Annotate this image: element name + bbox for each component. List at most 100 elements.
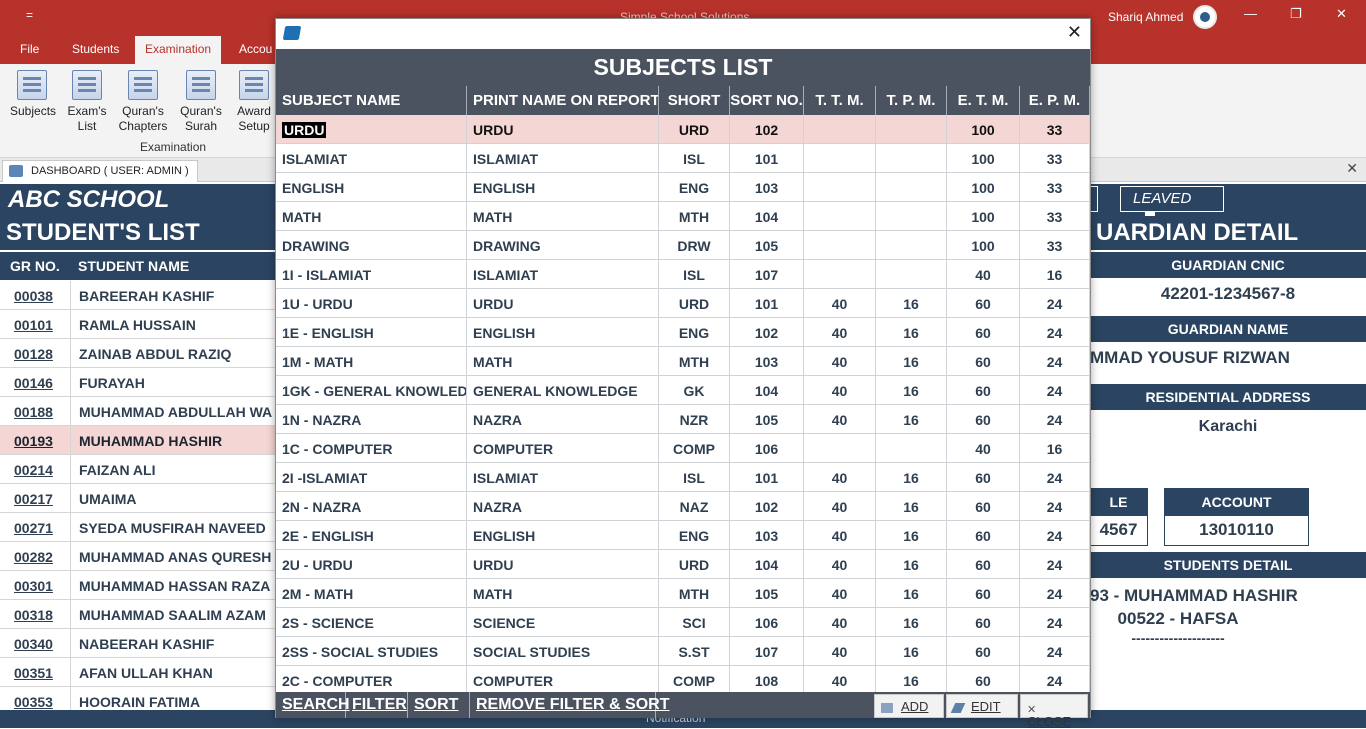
col-ttm[interactable]: T. T. M. bbox=[804, 86, 876, 115]
tpm-cell[interactable] bbox=[876, 202, 947, 231]
print-name-cell[interactable]: ENGLISH bbox=[467, 318, 659, 347]
sort-no-cell[interactable]: 108 bbox=[730, 666, 804, 692]
print-name-cell[interactable]: MATH bbox=[467, 347, 659, 376]
table-row[interactable]: 2N - NAZRA NAZRA NAZ 102 40 16 60 24 bbox=[276, 492, 1090, 521]
col-etm[interactable]: E. T. M. bbox=[947, 86, 1020, 115]
col-short[interactable]: SHORT bbox=[659, 86, 730, 115]
student-gr-no[interactable]: 00353 bbox=[14, 694, 53, 710]
col-epm[interactable]: E. P. M. bbox=[1020, 86, 1090, 115]
ttm-cell[interactable]: 40 bbox=[804, 550, 876, 579]
ttm-cell[interactable] bbox=[804, 144, 876, 173]
ttm-cell[interactable] bbox=[804, 173, 876, 202]
student-row[interactable]: 00038 BAREERAH KASHIF bbox=[0, 281, 280, 310]
etm-cell[interactable]: 60 bbox=[947, 579, 1020, 608]
epm-cell[interactable]: 16 bbox=[1020, 260, 1090, 289]
print-name-cell[interactable]: SCIENCE bbox=[467, 608, 659, 637]
award-setup-button[interactable]: Award Setup bbox=[232, 70, 276, 134]
subject-name-cell[interactable]: URDU bbox=[276, 115, 467, 144]
dialog-close-icon[interactable]: ✕ bbox=[1066, 22, 1082, 42]
subject-name-cell[interactable]: 1M - MATH bbox=[276, 347, 467, 376]
ttm-cell[interactable]: 40 bbox=[804, 376, 876, 405]
etm-cell[interactable]: 100 bbox=[947, 144, 1020, 173]
etm-cell[interactable]: 40 bbox=[947, 434, 1020, 463]
sort-no-cell[interactable]: 102 bbox=[730, 115, 804, 144]
tpm-cell[interactable]: 16 bbox=[876, 376, 947, 405]
student-row[interactable]: 00282 MUHAMMAD ANAS QURESH bbox=[0, 542, 280, 571]
subject-name-cell[interactable]: 2M - MATH bbox=[276, 579, 467, 608]
sort-no-cell[interactable]: 101 bbox=[730, 463, 804, 492]
etm-cell[interactable]: 60 bbox=[947, 608, 1020, 637]
table-row[interactable]: 2C - COMPUTER COMPUTER COMP 108 40 16 60 24 bbox=[276, 666, 1090, 692]
sort-no-cell[interactable]: 103 bbox=[730, 521, 804, 550]
table-row[interactable]: MATH MATH MTH 104 100 33 bbox=[276, 202, 1090, 231]
epm-cell[interactable]: 24 bbox=[1020, 579, 1090, 608]
short-cell[interactable]: ISL bbox=[659, 260, 730, 289]
table-row[interactable]: DRAWING DRAWING DRW 105 100 33 bbox=[276, 231, 1090, 260]
subject-name-cell[interactable]: 1N - NAZRA bbox=[276, 405, 467, 434]
tpm-cell[interactable] bbox=[876, 231, 947, 260]
student-gr-no[interactable]: 00282 bbox=[14, 549, 53, 565]
table-row[interactable]: 1E - ENGLISH ENGLISH ENG 102 40 16 60 24 bbox=[276, 318, 1090, 347]
col-subject-name[interactable]: SUBJECT NAME bbox=[276, 86, 467, 115]
etm-cell[interactable]: 100 bbox=[947, 115, 1020, 144]
ttm-cell[interactable]: 40 bbox=[804, 521, 876, 550]
student-row[interactable]: 00217 UMAIMA bbox=[0, 484, 280, 513]
short-cell[interactable]: COMP bbox=[659, 666, 730, 692]
print-name-cell[interactable]: ISLAMIAT bbox=[467, 463, 659, 492]
short-cell[interactable]: URD bbox=[659, 289, 730, 318]
epm-cell[interactable]: 24 bbox=[1020, 550, 1090, 579]
subject-name-cell[interactable]: MATH bbox=[276, 202, 467, 231]
table-row[interactable]: 2SS - SOCIAL STUDIES SOCIAL STUDIES S.ST 10… bbox=[276, 637, 1090, 666]
close-document-icon[interactable]: ✕ bbox=[1346, 160, 1358, 176]
add-button[interactable]: ADD bbox=[874, 694, 944, 718]
ttm-cell[interactable] bbox=[804, 202, 876, 231]
tpm-cell[interactable]: 16 bbox=[876, 405, 947, 434]
sort-no-cell[interactable]: 106 bbox=[730, 434, 804, 463]
table-row[interactable]: 1GK - GENERAL KNOWLEDG GENERAL KNOWLEDGE G… bbox=[276, 376, 1090, 405]
subject-name-cell[interactable]: ISLAMIAT bbox=[276, 144, 467, 173]
col-tpm[interactable]: T. P. M. bbox=[876, 86, 947, 115]
sort-no-cell[interactable]: 105 bbox=[730, 405, 804, 434]
table-row[interactable]: 2U - URDU URDU URD 104 40 16 60 24 bbox=[276, 550, 1090, 579]
ttm-cell[interactable] bbox=[804, 115, 876, 144]
print-name-cell[interactable]: COMPUTER bbox=[467, 434, 659, 463]
etm-cell[interactable]: 60 bbox=[947, 289, 1020, 318]
search-button[interactable]: SEARCH bbox=[276, 692, 350, 718]
filter-button[interactable]: FILTER bbox=[346, 692, 408, 718]
sort-no-cell[interactable]: 103 bbox=[730, 173, 804, 202]
etm-cell[interactable]: 100 bbox=[947, 173, 1020, 202]
sort-no-cell[interactable]: 103 bbox=[730, 347, 804, 376]
student-row[interactable]: 00101 RAMLA HUSSAIN bbox=[0, 310, 280, 339]
table-row[interactable]: URDU URDU URD 102 100 33 bbox=[276, 115, 1090, 144]
student-row[interactable]: 00193 MUHAMMAD HASHIR bbox=[0, 426, 280, 455]
epm-cell[interactable]: 24 bbox=[1020, 463, 1090, 492]
short-cell[interactable]: ISL bbox=[659, 463, 730, 492]
table-row[interactable]: 1I - ISLAMIAT ISLAMIAT ISL 107 40 16 bbox=[276, 260, 1090, 289]
epm-cell[interactable]: 24 bbox=[1020, 289, 1090, 318]
sort-no-cell[interactable]: 102 bbox=[730, 492, 804, 521]
short-cell[interactable]: S.ST bbox=[659, 637, 730, 666]
tab-examination[interactable]: Examination bbox=[135, 36, 222, 64]
etm-cell[interactable]: 60 bbox=[947, 463, 1020, 492]
etm-cell[interactable]: 60 bbox=[947, 405, 1020, 434]
student-gr-no[interactable]: 00128 bbox=[14, 346, 53, 362]
table-row[interactable]: 1U - URDU URDU URD 101 40 16 60 24 bbox=[276, 289, 1090, 318]
subject-name-cell[interactable]: 2C - COMPUTER bbox=[276, 666, 467, 692]
table-row[interactable]: 1N - NAZRA NAZRA NZR 105 40 16 60 24 bbox=[276, 405, 1090, 434]
tpm-cell[interactable] bbox=[876, 173, 947, 202]
sort-no-cell[interactable]: 107 bbox=[730, 637, 804, 666]
student-row[interactable]: 00271 SYEDA MUSFIRAH NAVEED bbox=[0, 513, 280, 542]
ttm-cell[interactable] bbox=[804, 231, 876, 260]
sort-no-cell[interactable]: 102 bbox=[730, 318, 804, 347]
print-name-cell[interactable]: ISLAMIAT bbox=[467, 144, 659, 173]
print-name-cell[interactable]: URDU bbox=[467, 115, 659, 144]
table-row[interactable]: ENGLISH ENGLISH ENG 103 100 33 bbox=[276, 173, 1090, 202]
restore-button[interactable]: ❐ bbox=[1290, 6, 1302, 21]
student-gr-no[interactable]: 00301 bbox=[14, 578, 53, 594]
table-row[interactable]: 1M - MATH MATH MTH 103 40 16 60 24 bbox=[276, 347, 1090, 376]
short-cell[interactable]: URD bbox=[659, 550, 730, 579]
ttm-cell[interactable]: 40 bbox=[804, 289, 876, 318]
tpm-cell[interactable]: 16 bbox=[876, 666, 947, 692]
tpm-cell[interactable]: 16 bbox=[876, 521, 947, 550]
short-cell[interactable]: MTH bbox=[659, 202, 730, 231]
